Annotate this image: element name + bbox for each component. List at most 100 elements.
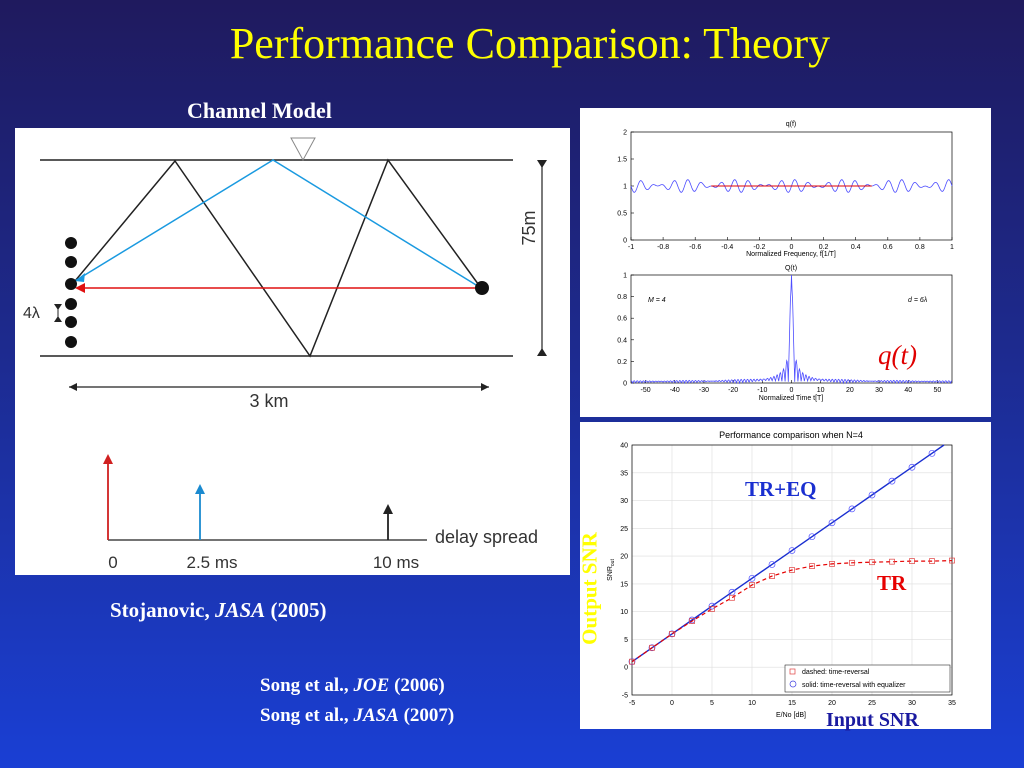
performance-panel: Performance comparison when N=4 -5 0 5 10 15…	[580, 422, 991, 729]
series-tr-eq-point	[628, 658, 636, 666]
series-tr-eq-point	[888, 477, 896, 485]
q-plots: q(f) -1 -0.8 -0.6 -0.4 -0.2 0 0.2 0.4 0.6 0.8 100.…	[617, 121, 954, 402]
chart3-ytick: -5	[622, 693, 628, 700]
chart1-ytick: 0.5	[617, 211, 627, 218]
chart3-ytick: 30	[620, 498, 628, 505]
chart2-ytick: 0.8	[617, 294, 627, 301]
chart1-ytick: 2	[623, 130, 627, 137]
chart3-title: Performance comparison when N=4	[719, 430, 863, 440]
chart2-xtick: 0	[790, 387, 794, 394]
surface-arrival-arrow-icon	[195, 484, 205, 494]
direct-arrival-arrow-icon	[103, 454, 113, 464]
chart1-xtick: -0.8	[657, 244, 669, 251]
series-tr-eq-point	[808, 533, 816, 541]
series-tr-eq-point	[688, 616, 696, 624]
series-tr-point	[909, 558, 915, 564]
series-tr-eq-point	[868, 491, 876, 499]
legend-entry-tr-eq: solid: time-reversal with equalizer	[802, 682, 906, 689]
q-plots-panel: q(f) -1 -0.8 -0.6 -0.4 -0.2 0 0.2 0.4 0.6 0.8 1 0 0.…	[580, 108, 991, 417]
chart2-xtick: -50	[641, 387, 651, 394]
chart1-ytick: 1.5	[617, 157, 627, 164]
chart1-xtick: 0.2	[819, 244, 829, 251]
chart3-xtick: 25	[868, 700, 876, 707]
delay-tick-2: 10 ms	[373, 553, 419, 572]
chart2-xtick: -30	[699, 387, 709, 394]
chart2-ytick: 0	[623, 381, 627, 388]
chart1-xtick: -0.6	[689, 244, 701, 251]
chart1-ytick: 0	[623, 238, 627, 245]
chart3-ytick: 15	[620, 581, 628, 588]
series-tr-point	[769, 573, 775, 579]
chart1-xtick: -0.2	[753, 244, 765, 251]
chart1-xtick: 0.8	[915, 244, 925, 251]
chart3-ytick: 5	[624, 637, 628, 644]
chart1-xtick: 0.4	[851, 244, 861, 251]
receiver-marker-icon	[290, 137, 316, 162]
series-tr-eq-point	[708, 602, 716, 610]
series-tr-eq-point	[748, 574, 756, 582]
chart2-xlabel: Normalized Time t[T]	[759, 395, 824, 402]
citation-song-2006: Song et al., JOE (2006)	[260, 675, 445, 696]
source-icon	[475, 281, 489, 295]
chart3-ytick: 0	[624, 665, 628, 672]
chart2-xtick: -40	[670, 387, 680, 394]
series-tr-eq-point	[648, 644, 656, 652]
chart1-xtick: 0.6	[883, 244, 893, 251]
chart1-title: q(f)	[786, 121, 797, 128]
chart2-xtick: 50	[934, 387, 942, 394]
chart3-frame	[631, 444, 953, 696]
legend-entry-tr: dashed: time-reversal	[802, 669, 870, 676]
series-tr-point	[809, 563, 815, 569]
series-tr-point	[629, 658, 635, 665]
channel-model-panel: 75m 4λ 3 km delay spread 0 2.5 ms 10 ms	[15, 128, 570, 575]
series-tr-point	[749, 582, 755, 588]
late-arrival-arrow-icon	[383, 504, 393, 514]
series-tr-point	[689, 618, 695, 624]
series-tr-eq-line	[631, 444, 945, 663]
series-tr-eq-point	[908, 463, 916, 471]
chart3-xtick: 10	[748, 700, 756, 707]
performance-chart: Performance comparison when N=4 -5 0 5 10 15…	[607, 430, 956, 719]
chart1-xtick: 0	[790, 244, 794, 251]
qt-annotation: q(t)	[878, 340, 917, 370]
surface-reflection-ray	[74, 159, 482, 289]
input-snr-label: Input SNR	[826, 709, 919, 731]
series-tr-point	[869, 559, 875, 566]
chart3-xtick: 5	[710, 700, 714, 707]
output-snr-label: Output SNR	[577, 532, 602, 645]
chart2-ytick: 0.2	[617, 359, 627, 366]
chart1-xtick: -0.4	[721, 244, 733, 251]
chart3-ytick: 10	[620, 609, 628, 616]
series-tr-eq-point	[668, 630, 676, 638]
series-tr-point	[829, 561, 835, 567]
chart3-xtick: 35	[948, 700, 956, 707]
chart3-legend	[784, 664, 951, 693]
delay-tick-0: 0	[108, 553, 117, 572]
depth-label: 75m	[519, 210, 539, 245]
series-tr-point	[649, 644, 655, 651]
chart1-xtick: -1	[628, 244, 634, 251]
chart3-xlabel: E/No [dB]	[776, 712, 806, 719]
chart3-xtick: 20	[828, 700, 836, 707]
series-tr-eq-point	[848, 505, 856, 513]
series-tr-point	[729, 594, 735, 601]
tr-annotation: TR	[877, 571, 907, 595]
channel-model-label: Channel Model	[187, 98, 332, 123]
chart3-ytick: 20	[620, 554, 628, 561]
chart3-xtick: 15	[788, 700, 796, 707]
series-tr-point	[929, 558, 935, 564]
chart2-xtick: -10	[757, 387, 767, 394]
series-tr-eq-point	[928, 449, 936, 457]
legend-square-icon	[789, 668, 796, 675]
chart3-xtick: 30	[908, 700, 916, 707]
chart2-ytick: 0.6	[617, 316, 627, 323]
chart1-xtick: 1	[950, 244, 954, 251]
series-tr-point	[949, 557, 955, 564]
series-tr-line	[631, 560, 953, 663]
chart2-ytick: 1	[623, 273, 627, 280]
chart2-series-qt	[630, 274, 953, 385]
chart2-xtick: 10	[817, 387, 825, 394]
chart2-ytick: 0.4	[617, 337, 627, 344]
chart3-ytick: 35	[620, 470, 628, 477]
chart3-ytick: 25	[620, 526, 628, 533]
